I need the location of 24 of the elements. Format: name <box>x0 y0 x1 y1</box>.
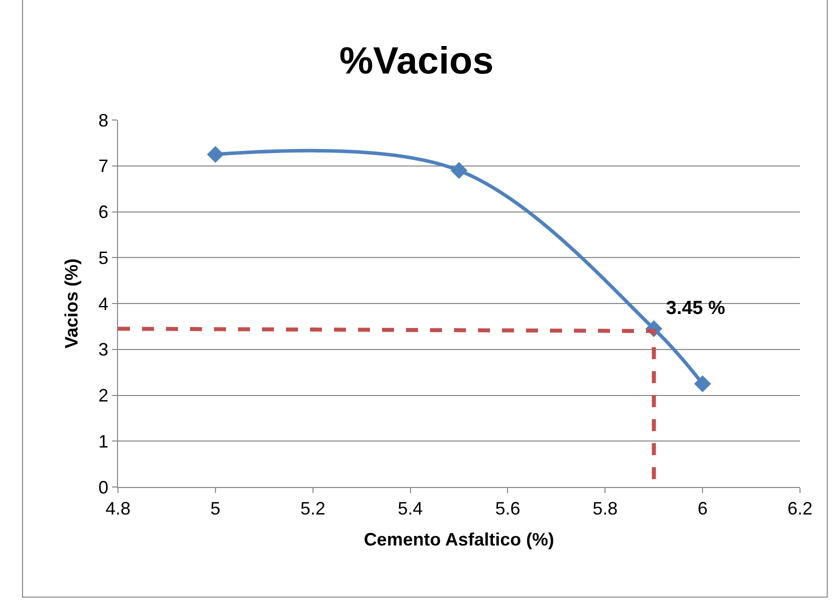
x-axis-title: Cemento Asfaltico (%) <box>364 530 554 550</box>
y-tick-label: 1 <box>98 431 108 452</box>
y-tick-label: 7 <box>98 156 108 176</box>
y-tick-label: 0 <box>98 477 108 498</box>
point <box>206 146 224 163</box>
x-tick-label: 6.2 <box>787 498 813 519</box>
y-tick-label: 6 <box>98 202 108 222</box>
x-tick-label: 5.6 <box>495 498 520 519</box>
point <box>450 162 468 179</box>
x-tick-label: 5.8 <box>592 498 618 519</box>
y-tick-label: 2 <box>98 386 108 406</box>
y-tick-label: 3 <box>98 340 108 360</box>
annotation: 3.45 % <box>666 298 726 319</box>
x-tick-label: 5.2 <box>300 498 326 519</box>
y-axis-title: Vacios (%) <box>62 258 82 349</box>
y-tick-label: 8 <box>98 110 108 130</box>
x-tick-label: 4.8 <box>105 498 131 519</box>
x-tick-label: 6 <box>698 498 708 519</box>
x-tick-label: 5 <box>210 498 220 519</box>
y-tick-label: 4 <box>98 294 108 314</box>
chart-title: %Vacios <box>339 40 494 82</box>
x-tick-label: 5.4 <box>398 498 423 519</box>
y-tick-label: 5 <box>98 248 108 268</box>
point <box>694 375 712 392</box>
